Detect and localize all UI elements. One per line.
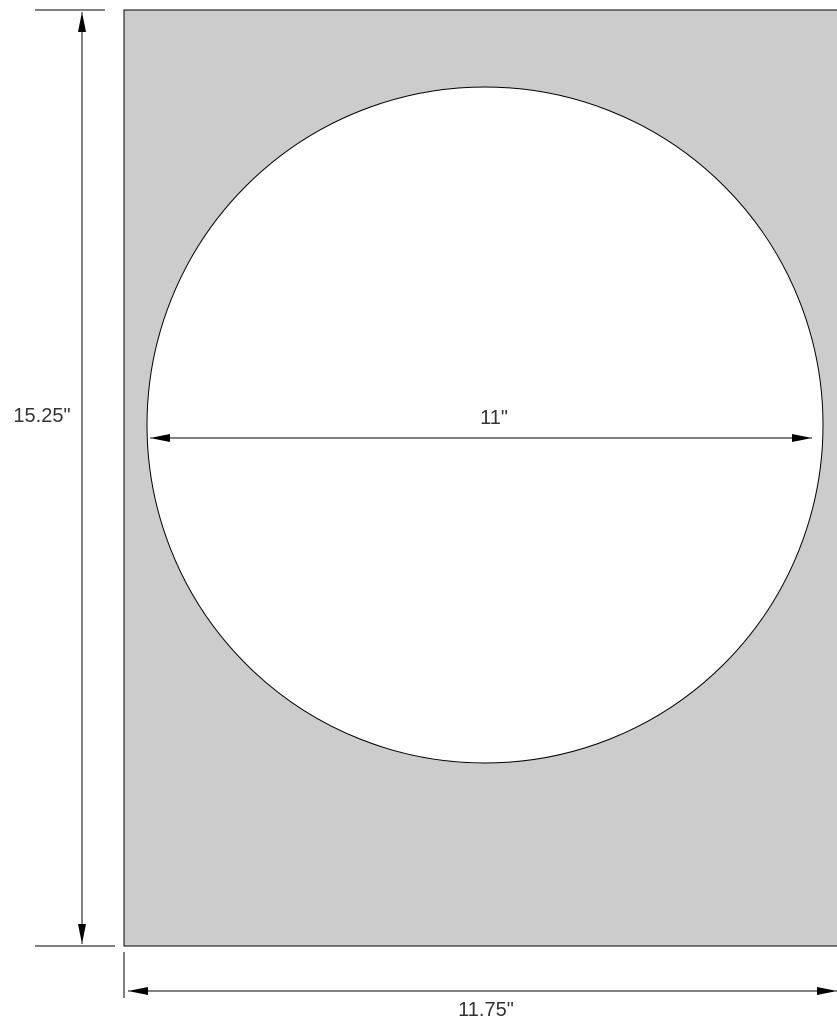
circle-cutout bbox=[146, 86, 824, 764]
height-label: 15.25" bbox=[13, 405, 70, 427]
diameter-label: 11" bbox=[480, 407, 508, 429]
width-label: 11.75" bbox=[458, 999, 514, 1021]
